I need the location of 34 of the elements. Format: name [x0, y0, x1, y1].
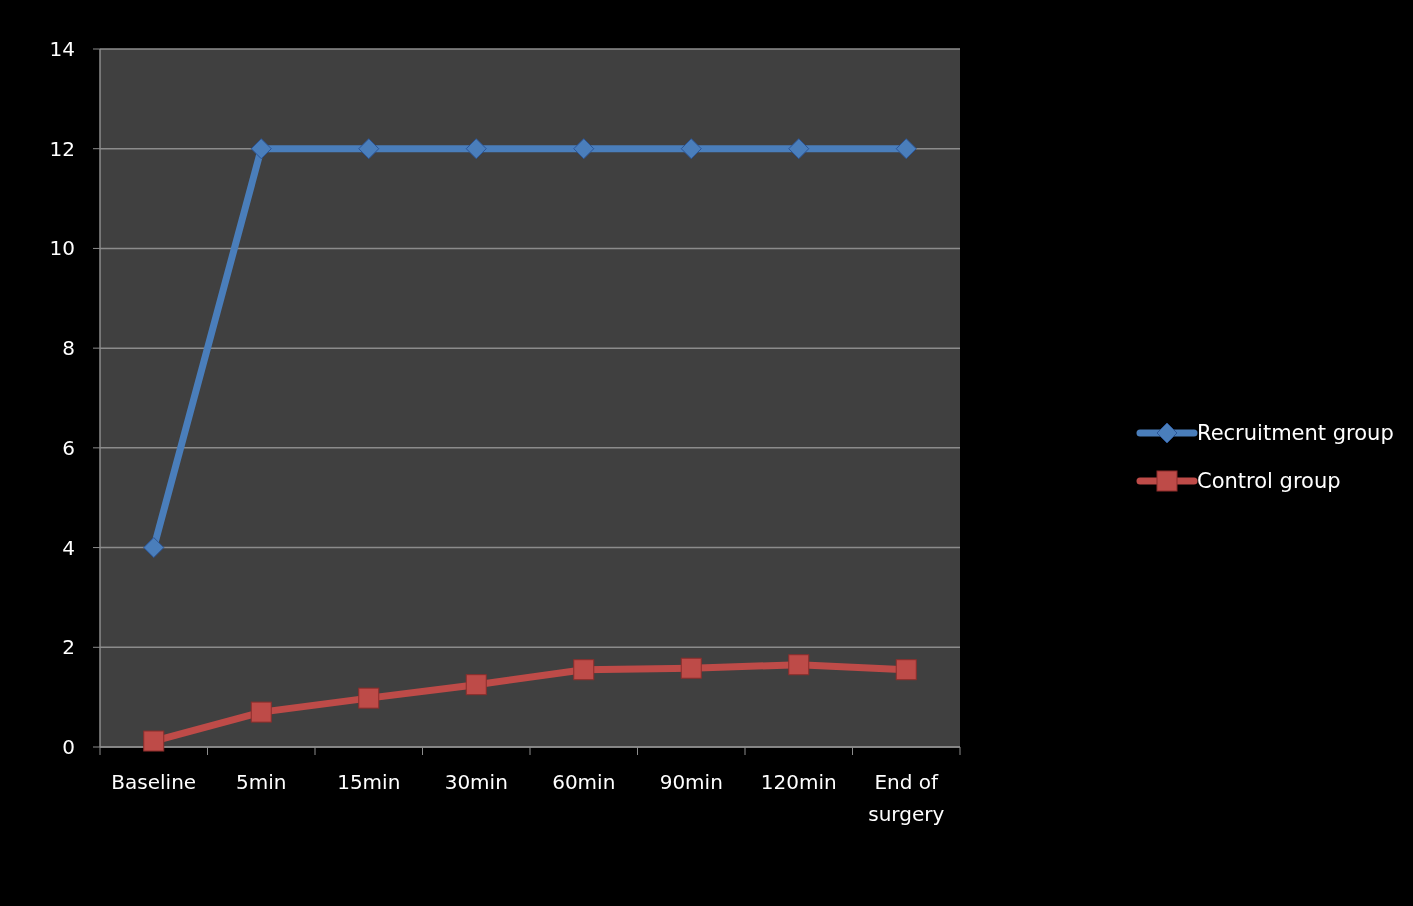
- y-tick-label: 6: [62, 435, 75, 460]
- point: [358, 687, 380, 709]
- x-tick-label: 5min: [236, 770, 287, 794]
- legend-label: Control group: [1197, 469, 1341, 494]
- point: [143, 537, 165, 559]
- y-tick-label: 2: [62, 635, 75, 660]
- y-tick-label: 8: [62, 336, 75, 361]
- y-tick-label: 14: [49, 37, 75, 61]
- x-tick-label: Baseline: [111, 770, 197, 794]
- y-tick-label: 10: [49, 236, 75, 261]
- point: [680, 657, 702, 679]
- point: [358, 138, 380, 160]
- point: [895, 659, 917, 681]
- point: [465, 674, 487, 696]
- x-tick-label: 30min: [444, 770, 508, 794]
- x-tick-label: 90min: [659, 770, 723, 794]
- point: [788, 654, 810, 676]
- point: [680, 138, 702, 160]
- point: [573, 659, 595, 681]
- legend-label: Recruitment group: [1197, 421, 1394, 446]
- point: [573, 138, 595, 160]
- point: [250, 138, 272, 160]
- x-tick-label: 60min: [552, 770, 616, 794]
- y-tick-label: 0: [62, 735, 75, 759]
- point: [895, 138, 917, 160]
- point: [788, 138, 810, 160]
- y-tick-label: 12: [49, 136, 75, 161]
- x-tick-label: End of surgery: [868, 770, 945, 826]
- y-tick-label: 4: [62, 535, 75, 560]
- x-tick-label: 120min: [760, 770, 837, 794]
- point: [250, 701, 272, 723]
- point: [465, 138, 487, 160]
- x-tick-label: 15min: [337, 770, 401, 794]
- point: [143, 730, 165, 752]
